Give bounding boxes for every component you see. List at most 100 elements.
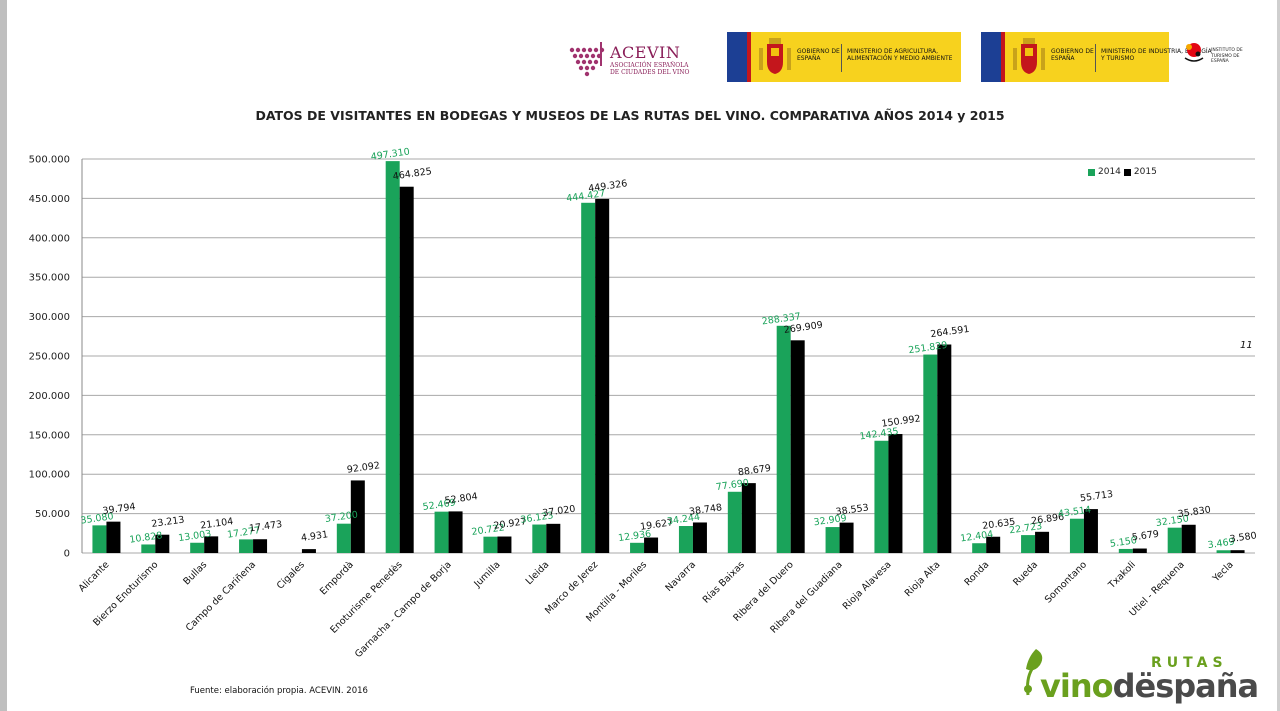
data-label-2014: 52.469 xyxy=(422,497,456,513)
bar-2015 xyxy=(1181,524,1196,553)
right-frame-edge xyxy=(1277,0,1280,711)
gov-logo-agriculture: GOBIERNO DE ESPAÑA MINISTERIO DE AGRICUL… xyxy=(727,32,961,82)
data-label-2015: 449.326 xyxy=(588,178,628,194)
legend-swatch-2015 xyxy=(1123,168,1131,176)
bar-2015 xyxy=(497,536,512,553)
data-label-2015: 92.092 xyxy=(346,460,380,476)
data-label-2014: 77.690 xyxy=(715,478,749,494)
data-label-2015: 52.804 xyxy=(444,491,478,507)
bar-2015 xyxy=(741,483,756,553)
eu-flag-icon xyxy=(727,32,747,82)
data-label-2014: 17.277 xyxy=(226,525,260,541)
bar-2015 xyxy=(644,537,659,553)
bar-2014 xyxy=(1118,548,1133,553)
bar-2014 xyxy=(1167,527,1182,553)
data-label-2014: 12.404 xyxy=(960,529,994,545)
x-tick-label: Lleida xyxy=(524,559,552,587)
bar-2014 xyxy=(141,544,156,553)
x-tick-label: Jumilla xyxy=(472,559,503,590)
bar-2014 xyxy=(239,539,254,553)
bar-2014 xyxy=(630,542,645,553)
x-tick-label: Txakoli xyxy=(1106,559,1138,591)
data-label-2014: 142.435 xyxy=(859,426,899,442)
data-label-2015: 38.553 xyxy=(835,502,869,518)
bar-2015 xyxy=(888,434,903,553)
bar-2014 xyxy=(336,523,351,553)
page-number: 11 xyxy=(1240,340,1253,351)
data-label-2014: 288.337 xyxy=(761,311,801,327)
bar-2014 xyxy=(190,542,205,553)
bar-2015 xyxy=(1132,548,1147,553)
x-tick-label: Bullas xyxy=(181,559,209,587)
acevin-subtitle: ASOCIACIÓN ESPAÑOLA DE CIUDADES DEL VINO xyxy=(610,62,690,76)
data-label-2015: 35.830 xyxy=(1177,505,1211,521)
bar-2014 xyxy=(1069,518,1084,553)
turespana-text: INSTITUTO DE TURISMO DE ESPAÑA xyxy=(1211,48,1243,64)
data-label-2014: 3.469 xyxy=(1207,536,1235,551)
gov-name: GOBIERNO DE ESPAÑA xyxy=(1051,48,1094,62)
x-tick-label: Empordà xyxy=(318,559,356,597)
bar-2014 xyxy=(532,524,547,553)
x-tick-label: Ronda xyxy=(962,559,991,588)
bar-2014 xyxy=(972,543,987,553)
legend-label-2015: 2015 xyxy=(1133,167,1157,177)
y-tick-label: 150.000 xyxy=(29,430,70,441)
turespana-sun-icon xyxy=(1184,43,1204,62)
data-label-2014: 10.828 xyxy=(129,530,163,546)
gov-logo-industry: GOBIERNO DE ESPAÑA MINISTERIO DE INDUSTR… xyxy=(981,32,1212,82)
data-label-2014: 20.722 xyxy=(471,522,505,538)
wordmark-vino: vino xyxy=(1040,667,1114,705)
data-label-2014: 36.123 xyxy=(520,510,554,526)
y-axis-ticks: 0 50.000 100.000 150.000 200.000 250.000 300.0… xyxy=(29,155,70,560)
x-tick-label: Yecla xyxy=(1210,559,1236,585)
x-tick-label: Rueda xyxy=(1011,559,1040,588)
bar-2014 xyxy=(581,202,596,554)
x-tick-label: Somontano xyxy=(1043,559,1089,605)
data-label-2015: 38.748 xyxy=(688,502,722,518)
y-tick-label: 450.000 xyxy=(29,194,70,205)
bar-2014 xyxy=(92,525,107,553)
grid-lines xyxy=(81,158,1255,554)
y-tick-label: 400.000 xyxy=(29,233,70,244)
y-tick-label: 0 xyxy=(64,549,70,560)
data-label-2015: 20.635 xyxy=(982,517,1016,533)
data-label-2015: 5.679 xyxy=(1131,529,1159,544)
bar-2015 xyxy=(692,522,707,553)
bars xyxy=(92,161,1245,554)
data-label-2015: 26.896 xyxy=(1030,512,1064,528)
data-label-2014: 251.829 xyxy=(908,340,948,356)
data-label-2015: 88.679 xyxy=(737,463,771,479)
bar-2015 xyxy=(790,340,805,553)
rutas-word: RUTAS xyxy=(1151,655,1228,671)
bar-2015 xyxy=(399,186,414,553)
x-tick-label: Navarra xyxy=(664,559,699,594)
data-label-2015: 269.909 xyxy=(783,320,823,336)
data-label-2015: 464.825 xyxy=(392,166,432,182)
x-tick-label: Alicante xyxy=(77,559,112,594)
data-label-2014: 13.003 xyxy=(178,529,212,545)
data-label-2014: 43.514 xyxy=(1057,504,1091,520)
rutas-del-vino-logo: RUTAS vinodëspaña xyxy=(1018,645,1259,705)
data-label-2014: 32.909 xyxy=(813,513,847,529)
bar-2015 xyxy=(204,536,219,553)
x-tick-label: Cigales xyxy=(275,559,307,591)
bar-2014 xyxy=(874,440,889,553)
data-label-2015: 39.794 xyxy=(102,501,136,517)
vine-leaf-icon xyxy=(1024,649,1043,696)
data-label-2015: 55.713 xyxy=(1079,489,1113,505)
bar-2015 xyxy=(106,521,121,553)
gov-separator xyxy=(841,44,842,72)
data-label-2015: 264.591 xyxy=(930,324,970,340)
y-tick-label: 200.000 xyxy=(29,391,70,402)
data-label-2015: 19.627 xyxy=(639,517,673,533)
bar-2014 xyxy=(1216,550,1231,553)
turespana-logo: INSTITUTO DE TURISMO DE ESPAÑA xyxy=(1177,38,1247,78)
data-label-2014: 5.150 xyxy=(1109,535,1137,550)
legend-label-2014: 2014 xyxy=(1098,167,1121,177)
coat-of-arms-icon xyxy=(759,38,791,74)
x-tick-label: Rioja Alavesa xyxy=(841,559,894,612)
data-label-2014: 32.150 xyxy=(1155,513,1189,529)
bar-2015 xyxy=(595,198,610,554)
data-label-2014: 37.200 xyxy=(324,509,358,525)
